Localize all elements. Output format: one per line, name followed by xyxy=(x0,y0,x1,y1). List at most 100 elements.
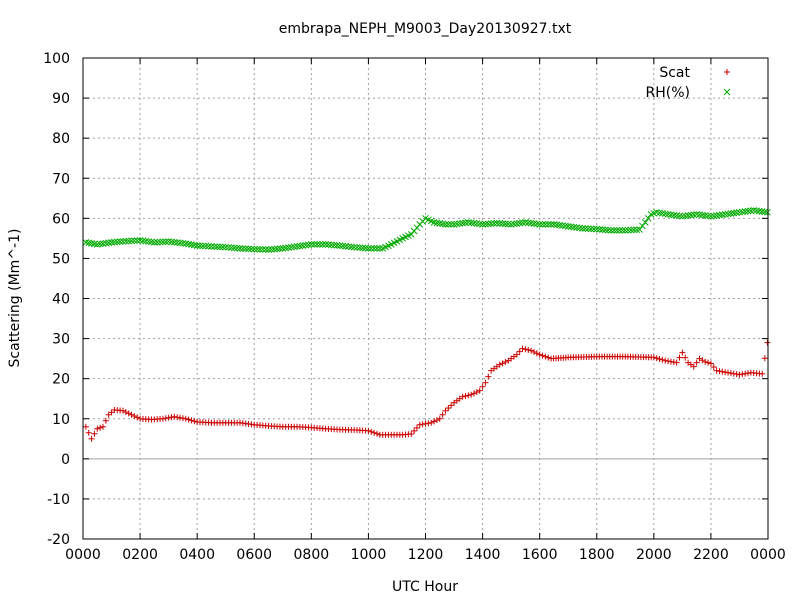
data-point xyxy=(350,243,358,251)
y-axis-label: Scattering (Mm^-1) xyxy=(7,229,23,368)
data-point xyxy=(467,219,475,227)
data-point xyxy=(431,418,438,425)
y-tick-label: 30 xyxy=(52,332,70,348)
data-point xyxy=(228,244,235,252)
data-point xyxy=(442,407,449,414)
data-point xyxy=(134,414,141,421)
data-point xyxy=(596,226,603,233)
y-tick-label: 60 xyxy=(52,211,70,227)
data-point xyxy=(96,240,104,248)
data-point xyxy=(496,361,503,368)
y-tick-label: 20 xyxy=(52,372,70,388)
data-point xyxy=(745,370,752,377)
data-point xyxy=(679,212,686,220)
data-point xyxy=(482,220,489,228)
data-point xyxy=(470,219,478,227)
data-point xyxy=(210,243,218,250)
data-point xyxy=(499,220,506,227)
data-point xyxy=(373,245,381,252)
data-point xyxy=(459,219,466,227)
y-tick-label: 50 xyxy=(52,251,70,267)
data-point xyxy=(165,414,172,421)
data-point xyxy=(462,219,469,227)
data-point xyxy=(191,418,198,425)
data-point xyxy=(174,414,181,421)
data-point xyxy=(408,430,415,437)
data-point xyxy=(176,239,184,247)
data-point xyxy=(465,392,472,399)
data-point xyxy=(376,245,384,252)
data-point xyxy=(530,348,537,355)
data-point xyxy=(82,423,89,430)
data-point xyxy=(145,238,152,245)
data-point xyxy=(482,379,489,386)
data-point xyxy=(353,244,361,251)
data-point xyxy=(502,358,509,365)
data-point xyxy=(584,225,592,233)
data-point xyxy=(171,413,178,420)
data-point xyxy=(113,238,121,246)
data-point xyxy=(539,352,546,359)
data-point xyxy=(667,358,674,365)
data-point xyxy=(411,427,418,434)
data-point xyxy=(516,348,523,355)
data-point xyxy=(570,223,578,231)
data-point xyxy=(627,226,635,234)
data-point xyxy=(761,355,768,362)
data-point xyxy=(662,357,669,364)
data-point xyxy=(727,370,734,377)
data-point xyxy=(542,353,549,360)
data-point xyxy=(733,371,740,378)
data-point xyxy=(641,218,649,226)
data-point xyxy=(707,212,715,220)
data-point xyxy=(519,219,526,227)
data-point xyxy=(459,393,466,400)
data-point xyxy=(153,238,161,246)
data-point xyxy=(670,211,678,219)
data-point xyxy=(702,358,709,365)
data-point xyxy=(185,416,192,423)
data-point xyxy=(479,220,486,228)
data-point xyxy=(268,246,275,253)
data-point xyxy=(273,245,281,253)
data-point xyxy=(524,219,532,227)
data-point xyxy=(93,241,101,248)
data-point xyxy=(604,226,612,234)
data-point xyxy=(148,238,155,246)
data-point xyxy=(256,246,264,253)
data-point xyxy=(564,222,572,230)
data-point xyxy=(547,220,555,228)
data-point xyxy=(656,356,663,363)
data-point xyxy=(193,242,201,249)
data-point xyxy=(248,245,255,253)
data-point xyxy=(259,246,267,253)
data-point xyxy=(425,420,432,427)
data-point xyxy=(359,244,367,252)
data-point xyxy=(690,211,698,219)
data-point xyxy=(619,227,626,234)
data-point xyxy=(682,354,689,361)
data-point xyxy=(753,207,760,215)
data-point xyxy=(216,243,224,251)
data-point xyxy=(196,242,204,250)
data-point xyxy=(670,359,677,366)
data-point xyxy=(542,220,549,228)
data-point xyxy=(368,428,375,435)
data-point xyxy=(299,242,307,249)
data-point xyxy=(419,421,426,428)
data-point xyxy=(722,369,729,376)
x-tick-label: 0200 xyxy=(122,547,158,563)
ticks xyxy=(82,57,769,540)
data-point xyxy=(356,244,364,252)
data-point xyxy=(761,208,769,216)
data-point xyxy=(159,238,167,246)
data-point xyxy=(724,210,732,218)
data-point xyxy=(718,211,726,219)
data-point xyxy=(507,220,515,228)
data-point xyxy=(242,245,250,253)
data-point xyxy=(593,225,601,233)
data-point xyxy=(177,414,184,421)
data-point xyxy=(693,359,700,366)
data-point xyxy=(758,208,766,215)
data-point xyxy=(513,220,521,227)
